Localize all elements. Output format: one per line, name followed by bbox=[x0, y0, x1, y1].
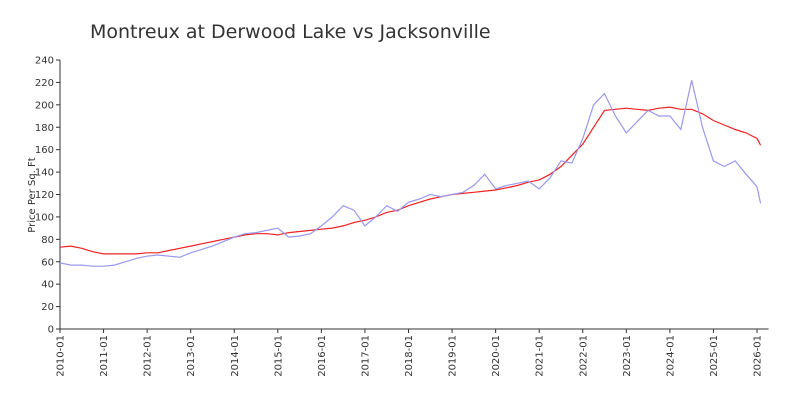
series-line bbox=[59, 106, 762, 255]
y-tick-label: 120 bbox=[35, 190, 54, 201]
x-tick-label: 2024-01 bbox=[665, 335, 676, 377]
x-tick-label: 2014-01 bbox=[230, 335, 241, 377]
x-tick-label: 2020-01 bbox=[491, 335, 502, 377]
y-tick-label: 240 bbox=[35, 56, 54, 67]
x-tick-label: 2011-01 bbox=[99, 335, 110, 377]
x-tick-label: 2010-01 bbox=[56, 335, 67, 377]
x-tick-label: 2021-01 bbox=[535, 335, 546, 377]
y-tick-label: 20 bbox=[41, 302, 54, 313]
y-tick-label: 60 bbox=[41, 257, 54, 268]
x-tick-label: 2017-01 bbox=[360, 335, 371, 377]
y-tick-label: 40 bbox=[41, 280, 54, 291]
x-tick-label: 2026-01 bbox=[753, 335, 764, 377]
y-tick-label: 0 bbox=[48, 325, 54, 336]
x-tick-label: 2012-01 bbox=[143, 335, 154, 377]
y-tick-label: 140 bbox=[35, 168, 54, 179]
y-axis-label: Price Per Sq. Ft bbox=[27, 157, 38, 232]
x-tick-label: 2023-01 bbox=[622, 335, 633, 377]
x-tick-label: 2018-01 bbox=[404, 335, 415, 377]
x-tick-label: 2025-01 bbox=[709, 335, 720, 377]
y-tick-label: 180 bbox=[35, 123, 54, 134]
y-tick-label: 220 bbox=[35, 78, 54, 89]
y-tick-label: 200 bbox=[35, 100, 54, 111]
x-tick-label: 2019-01 bbox=[448, 335, 459, 377]
y-tick-label: 160 bbox=[35, 145, 54, 156]
chart-title: Montreux at Derwood Lake vs Jacksonville bbox=[90, 21, 491, 43]
x-tick-label: 2022-01 bbox=[578, 335, 589, 377]
y-tick-label: 100 bbox=[35, 212, 54, 223]
x-tick-label: 2016-01 bbox=[317, 335, 328, 377]
x-tick-label: 2015-01 bbox=[273, 335, 284, 377]
x-tick-label: 2013-01 bbox=[186, 335, 197, 377]
y-tick-label: 80 bbox=[41, 235, 54, 246]
series-line bbox=[59, 80, 762, 267]
